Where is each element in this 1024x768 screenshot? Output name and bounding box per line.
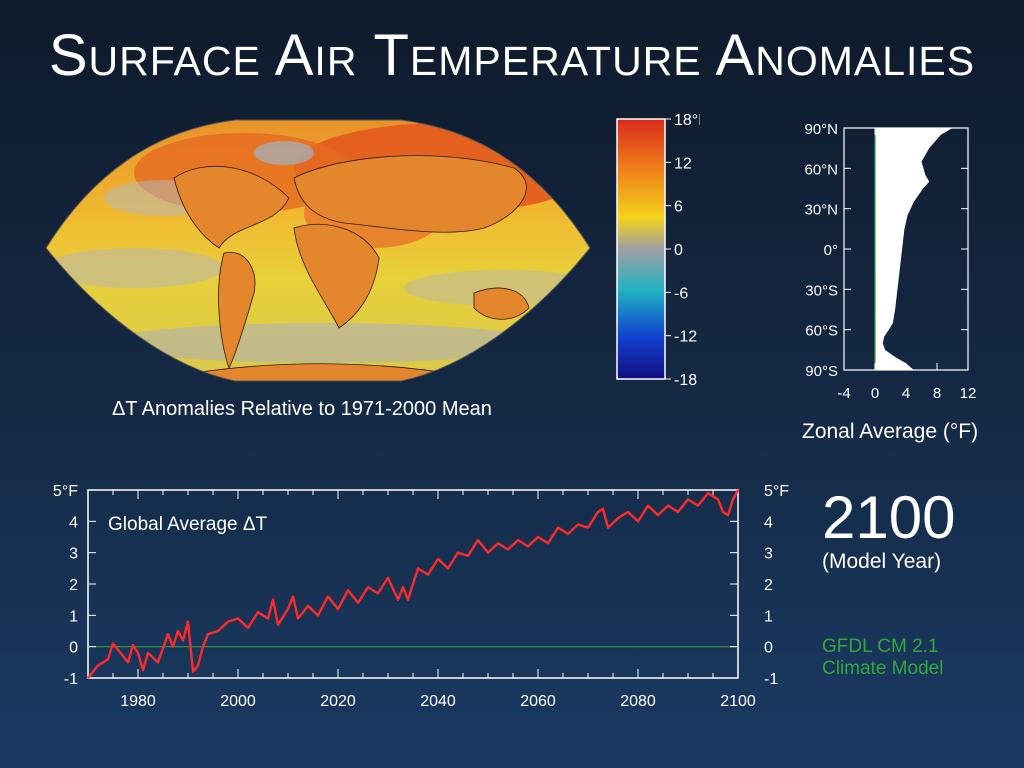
ts-ytick-label-left: 0 [69,640,78,657]
zonal-ytick-label: 30°S [805,282,838,299]
zonal-xtick-label: -4 [837,385,850,402]
colorbar-tick-label: 12 [674,155,692,172]
model-name-line1: GFDL CM 2.1 [822,636,939,657]
model-year-label: (Model Year) [822,550,942,573]
ts-ytick-label-right: 5°F [764,483,789,500]
ts-ytick-label-left: -1 [64,671,78,688]
ts-ytick-label-right: 2 [764,577,773,594]
ts-xtick-label: 2060 [520,693,556,710]
ts-title: Global Average ΔT [108,514,268,535]
ts-ytick-label-right: -1 [764,671,778,688]
colorbar-tick-label: 6 [674,199,683,216]
zonal-xtick-label: 12 [960,385,977,402]
zonal-ytick-label: 30°N [804,202,838,219]
zonal-average-chart: 90°N 60°N 30°N 0° 30°S 60°S 90°S -4 0 4 8 12 [804,121,977,402]
colorbar-tick-label: -6 [674,285,688,302]
ts-xtick-label: 2100 [720,693,756,710]
zonal-ytick-label: 60°S [805,323,838,340]
global-average-chart: 5°F 5°F 4 4 3 3 2 2 1 1 0 0 -1 -1 1980 2000 2020 2040 2060… [53,483,789,710]
model-name-line2: Climate Model [822,658,944,679]
ts-xtick-label: 2040 [420,693,456,710]
zonal-ytick-label: 90°S [805,363,838,380]
colorbar-tick-label: 0 [674,242,683,259]
zonal-area [875,128,953,370]
ts-ytick-label-left: 1 [69,608,78,625]
page-title: Surface Air Temperature Anomalies [48,23,976,88]
ts-xtick-label: 1980 [120,693,156,710]
model-year-value: 2100 [822,484,956,551]
map-caption: ΔT Anomalies Relative to 1971-2000 Mean [112,398,492,420]
zonal-ytick-label: 90°N [804,121,838,138]
colorbar-tick-label: -18 [674,372,697,389]
ts-ytick-label-right: 4 [764,514,773,531]
zonal-ytick-label: 60°N [804,161,838,178]
colorbar-tick-label: 18°F [674,112,700,129]
zonal-xtick-label: 4 [902,385,910,402]
zonal-xtick-label: 8 [933,385,941,402]
zonal-xtick-label: 0 [871,385,879,402]
ts-ytick-label-left: 5°F [53,483,78,500]
ts-xtick-label: 2000 [220,693,256,710]
ts-ytick-label-right: 1 [764,608,773,625]
model-name: GFDL CM 2.1 Climate Model [822,636,1002,680]
ts-xtick-label: 2080 [620,693,656,710]
ts-ytick-label-right: 0 [764,640,773,657]
colorbar-tick-label: -12 [674,329,697,346]
zonal-ytick-label: 0° [824,242,838,259]
colorbar: 18°F 12 6 0 -6 -12 -18 [616,112,700,389]
ts-ytick-label-left: 4 [69,514,78,531]
ts-xtick-label: 2020 [320,693,356,710]
ts-ytick-label-right: 3 [764,546,773,563]
anomaly-map [45,119,591,382]
ts-ytick-label-left: 3 [69,546,78,563]
ts-series-line [87,489,740,679]
ts-ytick-label-left: 2 [69,577,78,594]
zonal-caption: Zonal Average (°F) [802,420,979,443]
